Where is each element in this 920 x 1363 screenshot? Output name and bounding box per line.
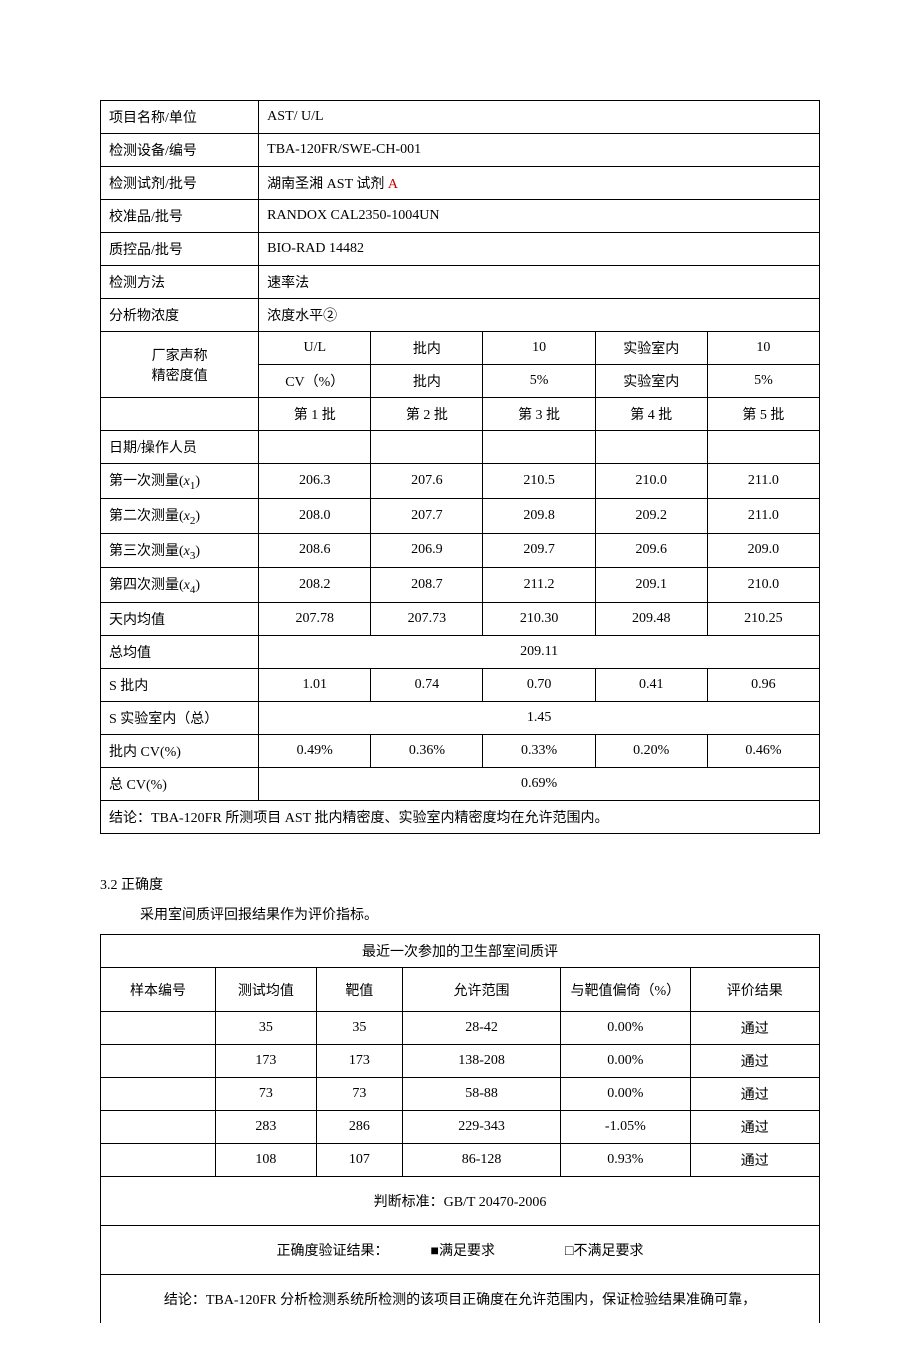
- qc-value: BIO-RAD 14482: [259, 233, 820, 266]
- total-mean-label: 总均值: [101, 636, 259, 669]
- m1-5: 211.0: [707, 464, 819, 499]
- qa-table: 最近一次参加的卫生部室间质评 样本编号 测试均值 靶值 允许范围 与靶值偏倚（%…: [100, 934, 820, 1323]
- m3-label: 第三次测量(x3): [101, 533, 259, 568]
- conclusion-1: 结论：TBA-120FR 所测项目 AST 批内精密度、实验室内精密度均在允许范…: [101, 801, 820, 834]
- section-subtext: 采用室间质评回报结果作为评价指标。: [140, 904, 820, 924]
- batch-1: 第 1 批: [259, 398, 371, 431]
- spec-n1: 10: [483, 332, 595, 365]
- m1-3: 210.5: [483, 464, 595, 499]
- m4-label: 第四次测量(x4): [101, 568, 259, 603]
- spec-lab2: 实验室内: [595, 365, 707, 398]
- device-label: 检测设备/编号: [101, 134, 259, 167]
- m2-label: 第二次测量(x2): [101, 498, 259, 533]
- table-row: 173 173 138-208 0.00% 通过: [101, 1045, 820, 1078]
- qa-title: 最近一次参加的卫生部室间质评: [101, 935, 820, 968]
- batch-3: 第 3 批: [483, 398, 595, 431]
- qa-col-4: 与靶值偏倚（%）: [561, 968, 690, 1012]
- s-within-label: S 批内: [101, 669, 259, 702]
- s-lab-label: S 实验室内（总）: [101, 702, 259, 735]
- spec-within2: 批内: [371, 365, 483, 398]
- spec-unit: U/L: [259, 332, 371, 365]
- cv-within-label: 批内 CV(%): [101, 735, 259, 768]
- criteria: 判断标准：GB/T 20470-2006: [101, 1177, 820, 1226]
- batch-2: 第 2 批: [371, 398, 483, 431]
- date-operator: 日期/操作人员: [101, 431, 259, 464]
- table-row: 108 107 86-128 0.93% 通过: [101, 1144, 820, 1177]
- calibrator-value: RANDOX CAL2350-1004UN: [259, 200, 820, 233]
- project-label: 项目名称/单位: [101, 101, 259, 134]
- spec-left: 厂家声称 精密度值: [101, 332, 259, 398]
- cv-total-label: 总 CV(%): [101, 768, 259, 801]
- s-lab-val: 1.45: [259, 702, 820, 735]
- verify-fail: □不满足要求: [565, 1244, 643, 1259]
- table-row: 35 35 28-42 0.00% 通过: [101, 1012, 820, 1045]
- spec-cv: CV（%）: [259, 365, 371, 398]
- qa-col-1: 测试均值: [216, 968, 317, 1012]
- reagent-red: A: [388, 177, 398, 192]
- cv-total-val: 0.69%: [259, 768, 820, 801]
- verify-row: 正确度验证结果： ■满足要求 □不满足要求: [101, 1226, 820, 1275]
- method-label: 检测方法: [101, 266, 259, 299]
- qa-col-2: 靶值: [316, 968, 402, 1012]
- table-row: 283 286 229-343 -1.05% 通过: [101, 1111, 820, 1144]
- qc-label: 质控品/批号: [101, 233, 259, 266]
- analyte-label: 分析物浓度: [101, 299, 259, 332]
- m1-4: 210.0: [595, 464, 707, 499]
- method-value: 速率法: [259, 266, 820, 299]
- table-row: 73 73 58-88 0.00% 通过: [101, 1078, 820, 1111]
- info-table: 项目名称/单位 AST/ U/L 检测设备/编号 TBA-120FR/SWE-C…: [100, 100, 820, 834]
- spec-pct2: 5%: [707, 365, 819, 398]
- reagent-value: 湖南圣湘 AST 试剂 A: [259, 167, 820, 200]
- m1-1: 206.3: [259, 464, 371, 499]
- m1-label: 第一次测量(x1): [101, 464, 259, 499]
- total-mean-val: 209.11: [259, 636, 820, 669]
- spec-lab1: 实验室内: [595, 332, 707, 365]
- conclusion-2: 结论：TBA-120FR 分析检测系统所检测的该项目正确度在允许范围内，保证检验…: [101, 1275, 820, 1324]
- qa-col-5: 评价结果: [690, 968, 819, 1012]
- calibrator-label: 校准品/批号: [101, 200, 259, 233]
- batch-header-empty: [101, 398, 259, 431]
- analyte-value: 浓度水平②: [259, 299, 820, 332]
- verify-label: 正确度验证结果：: [277, 1244, 389, 1259]
- batch-4: 第 4 批: [595, 398, 707, 431]
- reagent-label: 检测试剂/批号: [101, 167, 259, 200]
- qa-col-3: 允许范围: [402, 968, 560, 1012]
- verify-pass: ■满足要求: [431, 1244, 495, 1259]
- spec-n2: 10: [707, 332, 819, 365]
- device-value: TBA-120FR/SWE-CH-001: [259, 134, 820, 167]
- spec-pct1: 5%: [483, 365, 595, 398]
- daily-mean-label: 天内均值: [101, 603, 259, 636]
- batch-5: 第 5 批: [707, 398, 819, 431]
- spec-within1: 批内: [371, 332, 483, 365]
- reagent-prefix: 湖南圣湘 AST 试剂: [267, 177, 388, 192]
- section-heading: 3.2 正确度: [100, 874, 820, 894]
- m1-2: 207.6: [371, 464, 483, 499]
- qa-col-0: 样本编号: [101, 968, 216, 1012]
- project-value: AST/ U/L: [259, 101, 820, 134]
